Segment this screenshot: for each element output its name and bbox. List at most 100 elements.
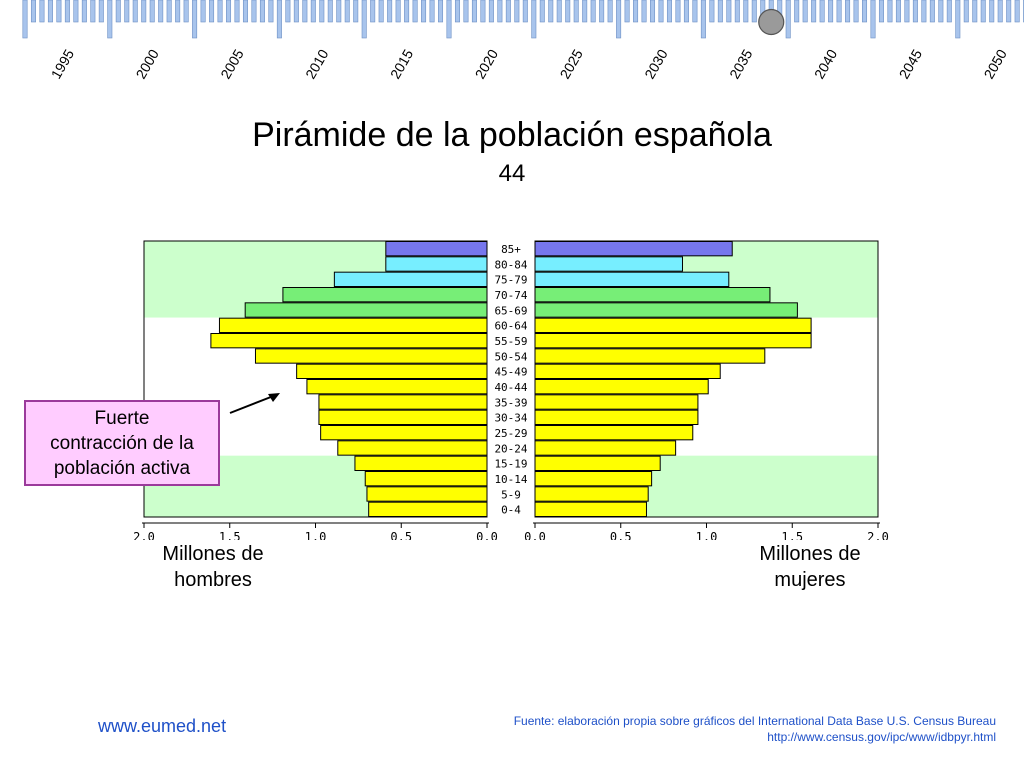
x-tick-label-hombres: 2.0 bbox=[133, 530, 155, 540]
timeline-tick bbox=[115, 0, 121, 23]
bar-mujeres bbox=[534, 287, 771, 303]
age-group-label: 5-9 bbox=[501, 488, 521, 501]
callout-arrow-icon bbox=[229, 393, 280, 414]
timeline-tick bbox=[73, 0, 79, 23]
x-tick-label-mujeres: 0.5 bbox=[610, 530, 632, 540]
timeline-tick bbox=[47, 0, 53, 23]
timeline-tick bbox=[293, 0, 299, 23]
page-title: Pirámide de la población española bbox=[252, 116, 772, 154]
bar-hombres bbox=[385, 256, 488, 272]
bar-mujeres bbox=[534, 363, 721, 380]
timeline-tick bbox=[39, 0, 45, 23]
timeline-tick bbox=[1006, 0, 1012, 23]
timeline-tick bbox=[259, 0, 265, 23]
x-tick-label-mujeres: 2.0 bbox=[867, 530, 889, 540]
timeline-tick bbox=[878, 0, 884, 23]
timeline-tick bbox=[556, 0, 562, 23]
timeline-tick bbox=[751, 0, 757, 23]
timeline-tick bbox=[30, 0, 36, 23]
timeline-tick bbox=[276, 0, 282, 39]
women-axis-title-line: Millones de bbox=[759, 543, 861, 565]
timeline-tick bbox=[480, 0, 486, 23]
timeline-tick bbox=[251, 0, 257, 23]
timeline-year-label: 2015 bbox=[387, 46, 417, 81]
timeline-tick bbox=[641, 0, 647, 23]
timeline-tick bbox=[616, 0, 622, 39]
bar-mujeres bbox=[534, 256, 683, 272]
timeline-tick bbox=[980, 0, 986, 23]
age-group-label: 25-29 bbox=[494, 427, 527, 440]
bar-mujeres bbox=[534, 425, 694, 441]
source-url-link[interactable]: http://www.census.gov/ipc/www/idbpyr.htm… bbox=[767, 730, 996, 744]
timeline-tick bbox=[828, 0, 834, 23]
timeline-tick bbox=[132, 0, 138, 23]
bar-mujeres bbox=[534, 333, 812, 349]
timeline-tick bbox=[802, 0, 808, 23]
timeline-tick bbox=[709, 0, 715, 23]
timeline-handle[interactable] bbox=[758, 8, 785, 36]
x-tick-label-mujeres: 1.0 bbox=[696, 530, 718, 540]
bar-hombres bbox=[296, 363, 488, 380]
age-group-label: 10-14 bbox=[494, 473, 527, 486]
timeline-tick bbox=[387, 0, 393, 23]
timeline-tick bbox=[531, 0, 537, 39]
bar-hombres bbox=[354, 455, 488, 472]
timeline-tick bbox=[599, 0, 605, 23]
timeline-tick bbox=[912, 0, 918, 23]
timeline-tick bbox=[624, 0, 630, 23]
timeline-tick bbox=[946, 0, 952, 23]
callout-line: contracción de la bbox=[50, 433, 194, 454]
timeline-tick bbox=[192, 0, 198, 39]
timeline-tick bbox=[895, 0, 901, 23]
bar-hombres bbox=[318, 409, 488, 426]
age-group-label: 85+ bbox=[501, 243, 521, 256]
bar-hombres bbox=[318, 394, 488, 410]
bar-mujeres bbox=[534, 486, 649, 502]
x-tick-label-hombres: 0.0 bbox=[476, 530, 498, 540]
timeline-slider[interactable]: 1995 2000 2005 2010 2015 2020 2025 2030 2035 2040… bbox=[0, 0, 1024, 90]
timeline-tick bbox=[522, 0, 528, 23]
timeline-tick bbox=[963, 0, 969, 23]
timeline-tick bbox=[90, 0, 96, 23]
timeline-tick bbox=[989, 0, 995, 23]
timeline-tick bbox=[887, 0, 893, 23]
bar-hombres bbox=[337, 440, 488, 456]
bar-hombres bbox=[254, 348, 488, 364]
timeline-tick bbox=[870, 0, 876, 39]
age-group-label: 15-19 bbox=[494, 458, 527, 471]
timeline-tick bbox=[302, 0, 308, 23]
bar-mujeres bbox=[534, 501, 647, 517]
age-group-label: 55-59 bbox=[494, 335, 527, 348]
website-link[interactable]: www.eumed.net bbox=[98, 716, 227, 736]
timeline-tick bbox=[344, 0, 350, 23]
age-group-label: 75-79 bbox=[494, 274, 527, 287]
page-subtitle: 44 bbox=[498, 160, 526, 187]
bar-hombres bbox=[320, 425, 488, 441]
timeline-tick bbox=[209, 0, 215, 23]
age-group-label: 35-39 bbox=[494, 396, 527, 409]
timeline-tick bbox=[497, 0, 503, 23]
source-note: Fuente: elaboración propia sobre gráfico… bbox=[514, 713, 996, 745]
timeline-tick bbox=[514, 0, 520, 23]
bar-mujeres bbox=[534, 455, 661, 472]
timeline-year-label: 2035 bbox=[726, 46, 756, 81]
timeline-year-label: 2010 bbox=[302, 46, 332, 81]
timeline-tick bbox=[938, 0, 944, 23]
timeline-year-label: 2000 bbox=[132, 46, 162, 81]
timeline-tick bbox=[438, 0, 444, 23]
timeline-tick bbox=[158, 0, 164, 23]
timeline-tick bbox=[904, 0, 910, 23]
timeline-tick bbox=[217, 0, 223, 23]
timeline-tick bbox=[700, 0, 706, 39]
timeline-tick bbox=[454, 0, 460, 23]
men-axis-title-line: hombres bbox=[174, 569, 252, 591]
timeline-tick bbox=[22, 0, 28, 39]
men-axis-title: Millones de hombres bbox=[148, 541, 278, 593]
timeline-tick bbox=[268, 0, 274, 23]
timeline-tick bbox=[81, 0, 87, 23]
bar-mujeres bbox=[534, 271, 730, 288]
timeline-year-label: 2020 bbox=[472, 46, 502, 81]
timeline-tick bbox=[353, 0, 359, 23]
timeline-tick bbox=[650, 0, 656, 23]
age-group-label: 50-54 bbox=[494, 350, 527, 363]
